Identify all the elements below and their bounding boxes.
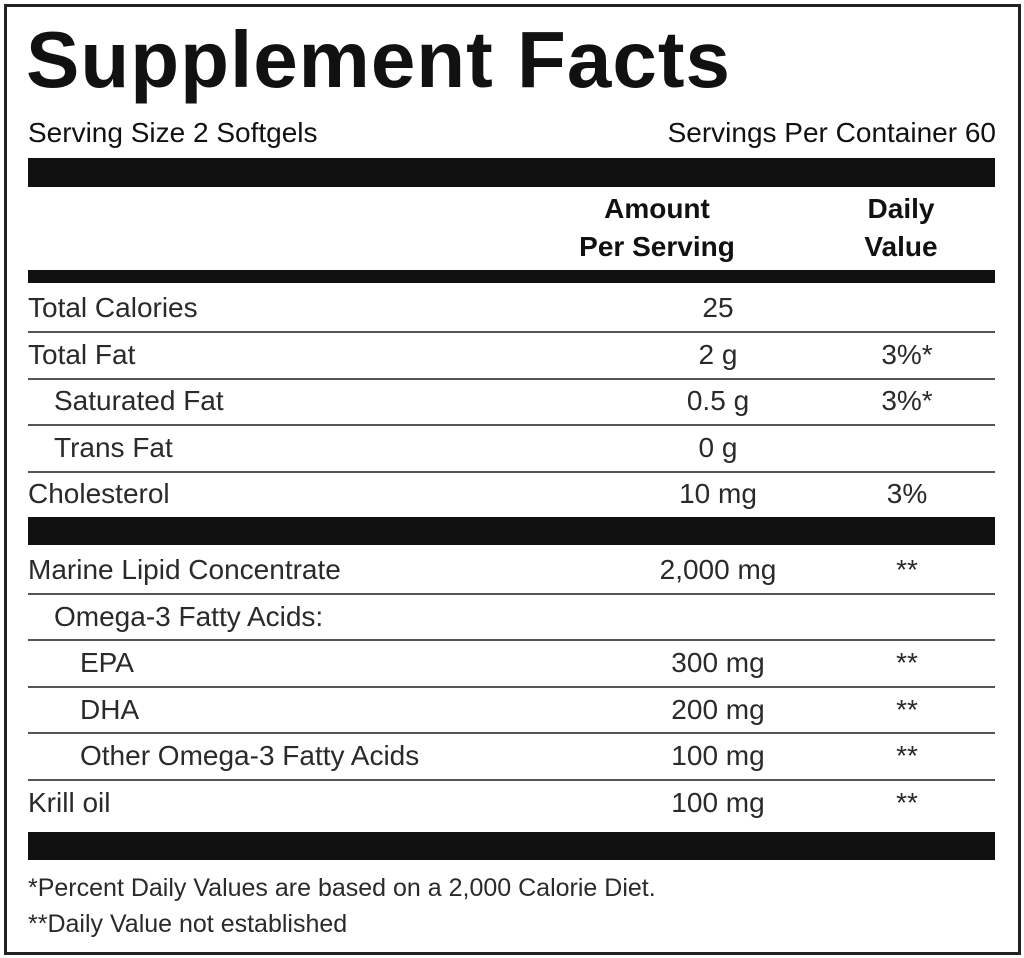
daily-value: 3%*	[881, 385, 933, 416]
daily-value: **	[896, 740, 918, 771]
nutrient-name: Saturated Fat	[54, 385, 224, 416]
amount: 100 mg	[671, 787, 765, 818]
row-divider	[28, 424, 995, 426]
row-divider	[28, 378, 995, 380]
daily-value: **	[896, 694, 918, 725]
thick-bar	[28, 832, 995, 860]
footnote: *Percent Daily Values are based on a 2,0…	[28, 874, 656, 902]
amount: 200 mg	[671, 694, 765, 725]
daily-value-header: Daily Value	[781, 190, 1021, 266]
row-divider	[28, 732, 995, 734]
daily-value: 3%*	[881, 339, 933, 370]
nutrient-name: Trans Fat	[54, 432, 173, 463]
amount: 10 mg	[679, 478, 757, 509]
label-border	[4, 4, 1021, 955]
amount: 300 mg	[671, 647, 765, 678]
daily-value: **	[896, 554, 918, 585]
row-divider	[28, 639, 995, 641]
daily-value: **	[896, 647, 918, 678]
servings-per-container: Servings Per Container 60	[667, 117, 996, 148]
amount: 0.5 g	[686, 385, 750, 416]
title: Supplement Facts	[26, 15, 732, 104]
daily-value: 3%	[886, 478, 928, 509]
row-divider	[28, 686, 995, 688]
row-divider	[28, 471, 995, 473]
nutrient-name: Other Omega-3 Fatty Acids	[80, 740, 420, 771]
nutrient-name: Total Fat	[28, 339, 136, 370]
nutrient-name: Cholesterol	[28, 478, 170, 509]
nutrient-name: Omega-3 Fatty Acids:	[54, 601, 324, 632]
nutrient-name: Krill oil	[28, 787, 111, 818]
amount: 2,000 mg	[659, 554, 777, 585]
thick-bar	[28, 517, 995, 545]
header-line: Value	[864, 231, 938, 262]
serving-size: Serving Size 2 Softgels	[28, 117, 318, 148]
row-divider	[28, 331, 995, 333]
header-line: Per Serving	[579, 231, 735, 262]
amount-header: Amount Per Serving	[537, 190, 777, 266]
nutrient-name: Marine Lipid Concentrate	[28, 554, 341, 585]
footnote: **Daily Value not established	[28, 910, 348, 938]
thick-bar	[28, 270, 995, 283]
row-divider	[28, 593, 995, 595]
thick-bar	[28, 158, 995, 187]
nutrient-name: DHA	[80, 694, 140, 725]
amount: 25	[702, 292, 734, 323]
nutrient-name: Total Calories	[28, 292, 198, 323]
daily-value: **	[896, 787, 918, 818]
header-line: Daily	[867, 193, 935, 224]
header-line: Amount	[604, 193, 710, 224]
amount: 100 mg	[671, 740, 765, 771]
row-divider	[28, 779, 995, 781]
amount: 2 g	[698, 339, 738, 370]
amount: 0 g	[698, 432, 738, 463]
nutrient-name: EPA	[80, 647, 134, 678]
